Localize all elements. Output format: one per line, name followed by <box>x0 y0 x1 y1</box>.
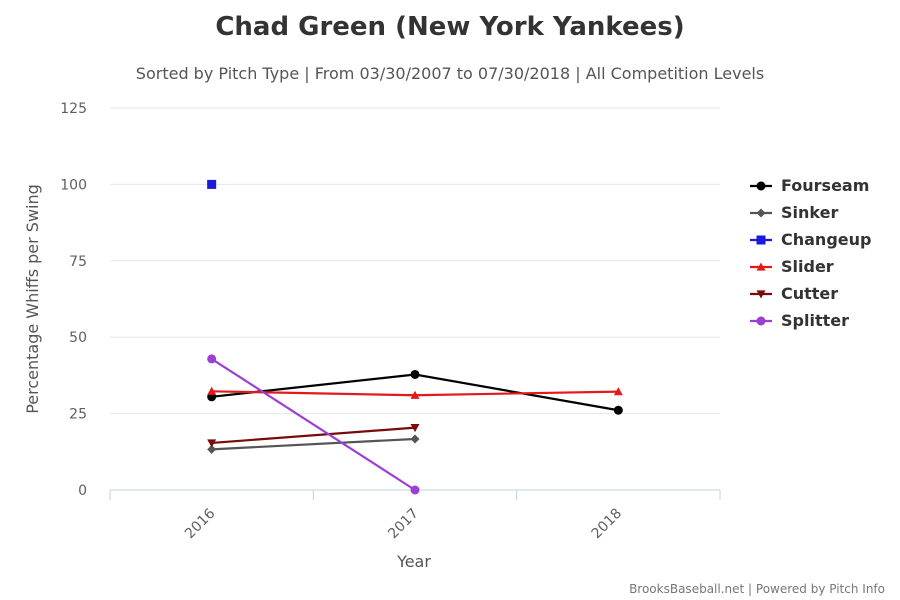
legend-marker <box>756 181 766 191</box>
legend-label-fourseam: Fourseam <box>781 176 869 195</box>
series-splitter <box>207 354 420 495</box>
series-fourseam <box>207 369 623 415</box>
data-point-cutter <box>410 424 420 433</box>
series-group <box>207 179 623 495</box>
legend-item-cutter: Cutter <box>750 284 838 303</box>
y-tick-label: 50 <box>69 330 87 346</box>
plot-grid <box>110 107 720 415</box>
legend-marker <box>756 235 766 245</box>
legend-item-slider: Slider <box>750 257 834 276</box>
legend-item-fourseam: Fourseam <box>750 176 869 195</box>
data-point-splitter <box>410 485 420 495</box>
legend-label-changeup: Changeup <box>781 230 871 249</box>
y-tick-label: 25 <box>69 407 87 423</box>
legend-item-sinker: Sinker <box>750 203 838 222</box>
legend-label-cutter: Cutter <box>781 284 838 303</box>
data-point-slider <box>613 387 623 396</box>
chart-title: Chad Green (New York Yankees) <box>215 12 684 42</box>
legend-label-splitter: Splitter <box>781 311 849 330</box>
data-point-sinker <box>207 444 217 454</box>
x-tick-label: 2016 <box>182 505 219 542</box>
legend-item-changeup: Changeup <box>750 230 871 249</box>
data-point-fourseam <box>410 369 420 379</box>
y-axis: 0 25 50 75 100 125 <box>60 101 87 499</box>
legend-label-sinker: Sinker <box>781 203 838 222</box>
series-line-splitter <box>211 357 416 491</box>
credits-text: BrooksBaseball.net | Powered by Pitch In… <box>629 582 885 596</box>
legend-marker <box>756 208 766 218</box>
data-point-splitter <box>207 354 217 364</box>
x-tick-label: 2018 <box>589 506 626 543</box>
legend-marker <box>756 290 766 299</box>
series-slider <box>207 386 623 399</box>
y-tick-label: 125 <box>60 101 87 117</box>
series-line-sinker <box>211 437 416 451</box>
data-point-sinker <box>410 434 420 444</box>
legend: Fourseam Sinker Changeup Slider Cutter Splitt… <box>750 176 871 330</box>
x-axis-title: Year <box>396 552 431 571</box>
x-axis: 2016 2017 2018 <box>109 489 721 543</box>
series-sinker <box>207 434 420 454</box>
series-changeup <box>207 179 217 189</box>
data-point-slider <box>207 386 217 395</box>
data-point-slider <box>410 390 420 399</box>
data-point-cutter <box>207 439 217 448</box>
y-tick-label: 0 <box>78 483 87 499</box>
legend-marker <box>756 262 766 271</box>
y-tick-label: 75 <box>69 254 87 270</box>
data-point-fourseam <box>613 405 623 415</box>
y-axis-title: Percentage Whiffs per Swing <box>23 184 42 414</box>
series-cutter <box>207 424 420 448</box>
x-tick-label: 2017 <box>385 506 422 543</box>
series-line-cutter <box>211 426 416 445</box>
legend-item-splitter: Splitter <box>750 311 849 330</box>
legend-label-slider: Slider <box>781 257 834 276</box>
y-tick-label: 100 <box>60 177 87 193</box>
chart-subtitle: Sorted by Pitch Type | From 03/30/2007 t… <box>136 64 764 83</box>
data-point-changeup <box>207 179 217 189</box>
legend-marker <box>756 316 766 326</box>
